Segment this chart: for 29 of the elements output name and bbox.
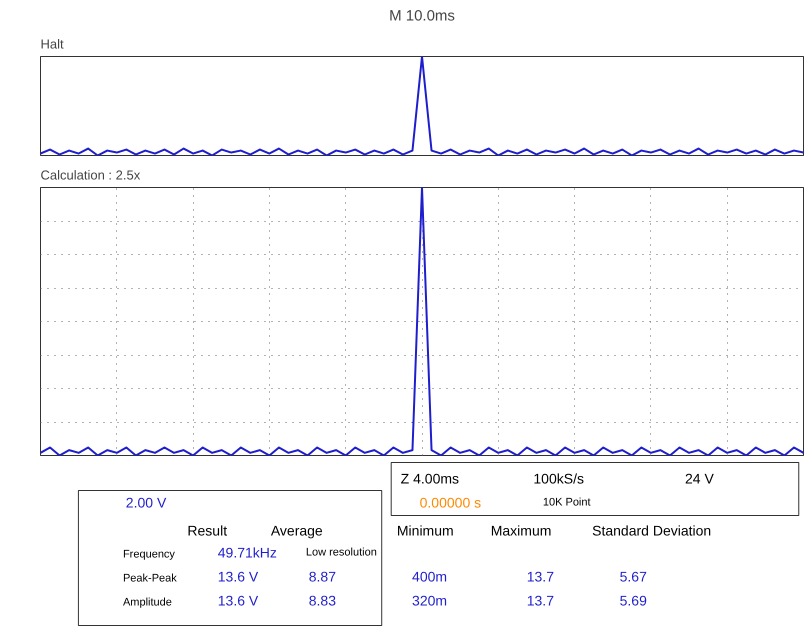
text: 2.00 V — [126, 494, 167, 510]
chart-title: Calculation : 2.5x — [40, 168, 141, 182]
chart-subtitle: M 10.0ms — [389, 8, 455, 24]
text: Frequency — [122, 548, 176, 560]
text: 13.7 — [526, 568, 554, 584]
chart-title: Halt — [40, 36, 64, 52]
text: 0.00000 s — [420, 494, 482, 510]
text: Peak-Peak — [122, 572, 178, 584]
text: 400m — [412, 568, 448, 584]
text: 320m — [412, 592, 448, 608]
text: Minimum — [396, 522, 454, 538]
text: 13.6 V — [218, 592, 259, 608]
text: 5.69 — [620, 592, 648, 608]
text: Amplitude — [122, 596, 172, 608]
text: 8.87 — [308, 568, 336, 584]
text: 5.67 — [620, 568, 648, 584]
text: 8.83 — [308, 592, 336, 608]
text: Average — [270, 522, 323, 538]
text: Maximum — [490, 522, 552, 538]
text: 24 V — [685, 470, 714, 486]
text: 10K Point — [542, 496, 591, 508]
text: Low resolution — [306, 546, 377, 558]
text: 100kS/s — [533, 470, 584, 486]
text: Standard Deviation — [592, 522, 712, 538]
text: 13.7 — [526, 592, 554, 608]
text: 49.71kHz — [218, 544, 277, 560]
text: Result — [187, 522, 228, 538]
text: Z 4.00ms — [400, 470, 460, 486]
text: 13.6 V — [218, 568, 259, 584]
